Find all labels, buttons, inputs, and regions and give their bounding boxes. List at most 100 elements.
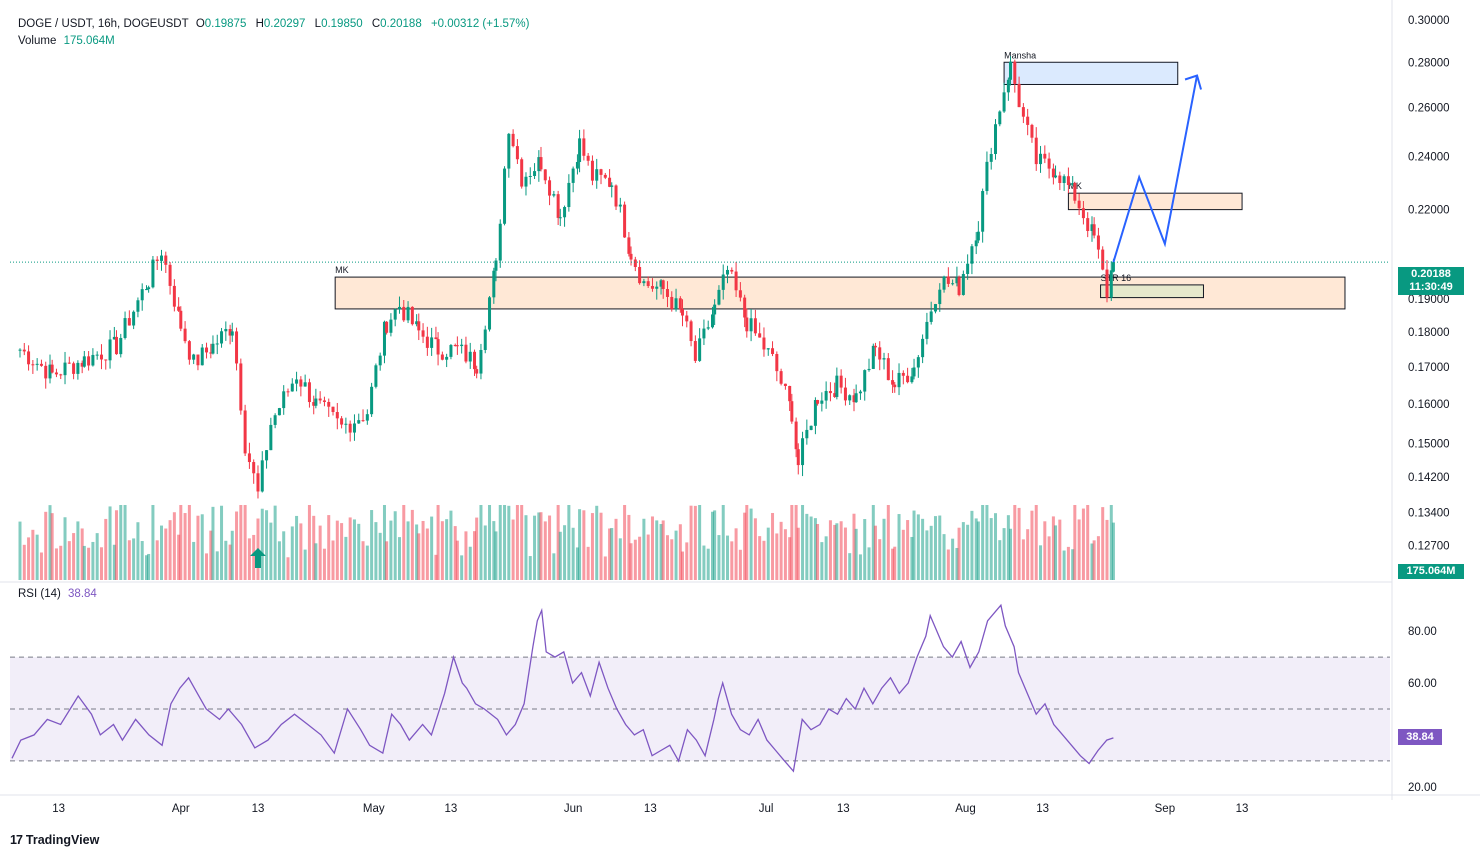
volume-bar: [848, 553, 852, 580]
candle-body: [1062, 176, 1066, 184]
candle-body: [22, 349, 26, 352]
candle-body: [393, 309, 397, 320]
volume-bar: [314, 543, 318, 580]
candle-body: [1017, 83, 1021, 108]
volume-bar: [312, 515, 316, 580]
candle-body: [91, 354, 95, 366]
volume-bar: [854, 528, 858, 580]
volume-bar: [108, 506, 112, 580]
volume-bar: [897, 514, 901, 580]
volume-bar: [211, 506, 215, 580]
volume-bar: [685, 542, 689, 580]
rsi-tick-label: 20.00: [1408, 782, 1437, 794]
candle-body: [151, 259, 155, 288]
candle-body: [571, 168, 575, 183]
candle-body: [698, 338, 702, 361]
price-tick-label: 0.30000: [1408, 15, 1450, 27]
volume-bar: [76, 521, 80, 580]
volume-bar: [779, 521, 783, 580]
volume-bar: [873, 525, 877, 580]
price-tick-label: 0.18000: [1408, 327, 1450, 339]
candle-body: [957, 277, 961, 295]
candle-body: [794, 421, 798, 450]
candle-body: [548, 180, 552, 196]
volume-bar: [205, 553, 209, 580]
volume-bar: [627, 514, 631, 580]
candle-body: [985, 161, 989, 192]
candle-body: [916, 357, 920, 368]
volume-bar: [494, 531, 498, 580]
volume-bar: [344, 536, 348, 580]
symbol-title[interactable]: DOGE / USDT, 16h, DOGEUSDT: [18, 18, 189, 30]
candle-body: [1090, 224, 1094, 231]
volume-bar: [976, 521, 980, 580]
volume-bar: [586, 546, 590, 580]
volume-bar: [543, 521, 547, 580]
rsi-label[interactable]: RSI (14): [18, 588, 61, 600]
candle-body: [140, 289, 144, 301]
volume-bar: [1021, 539, 1025, 580]
volume-bar: [813, 518, 817, 580]
candle-body: [854, 393, 858, 403]
volume-bar: [548, 515, 552, 580]
candle-body: [730, 269, 734, 272]
volume-bar: [80, 528, 84, 580]
candle-body: [680, 309, 684, 316]
volume-bar: [468, 546, 472, 580]
volume-bar: [661, 520, 665, 580]
volume-bar: [327, 515, 331, 580]
candle-body: [910, 376, 914, 383]
candle-body: [863, 370, 867, 392]
volume-bar: [318, 525, 322, 580]
volume-bar: [473, 531, 477, 580]
candle-body: [608, 177, 612, 187]
volume-bar: [507, 505, 511, 580]
candle-body: [252, 462, 256, 474]
candle-body: [378, 355, 382, 366]
candle-body: [642, 281, 646, 284]
candle-body: [558, 217, 562, 219]
candle-body: [1071, 183, 1075, 186]
volume-bar: [674, 530, 678, 580]
volume-bar: [136, 522, 140, 580]
volume-bar: [1009, 528, 1013, 580]
volume-bar: [882, 518, 886, 580]
candle-body: [809, 425, 813, 430]
candle-body: [440, 354, 444, 360]
price-tick-label: 0.28000: [1408, 57, 1450, 69]
candle-body: [31, 364, 35, 366]
volume-bar: [235, 511, 239, 580]
candle-body: [994, 124, 998, 155]
grid: [0, 0, 1480, 800]
candle-body: [312, 402, 316, 406]
candle-body: [1034, 137, 1038, 165]
candle-body: [528, 175, 532, 177]
volume-bar: [18, 521, 22, 580]
candle-body: [397, 306, 401, 310]
candle-body: [260, 460, 264, 492]
volume-bar: [711, 511, 715, 580]
volume-bar: [192, 541, 196, 580]
volume-bar: [533, 515, 537, 580]
volume-bar: [966, 524, 970, 580]
volume-bar: [910, 536, 914, 580]
candle-body: [1109, 270, 1113, 298]
candle-body: [835, 375, 839, 397]
candle-body: [410, 306, 414, 325]
candle-body: [1013, 61, 1017, 84]
volume-bar: [286, 557, 290, 580]
tradingview-logo[interactable]: 17 TradingView: [10, 833, 99, 847]
volume-bar: [1051, 516, 1055, 580]
time-tick-label: Jul: [759, 803, 774, 815]
price-tick-label: 0.12700: [1408, 540, 1450, 552]
zone-rect: [1003, 61, 1179, 85]
volume-bar: [39, 552, 43, 580]
volume-bar: [717, 535, 721, 580]
candle-body: [1030, 124, 1034, 138]
volume-bar: [295, 515, 299, 580]
candle-body: [929, 311, 933, 322]
volume-bar: [1109, 505, 1113, 580]
volume-bar: [1086, 505, 1090, 580]
candle-body: [623, 204, 627, 238]
volume-label[interactable]: Volume: [18, 35, 57, 47]
